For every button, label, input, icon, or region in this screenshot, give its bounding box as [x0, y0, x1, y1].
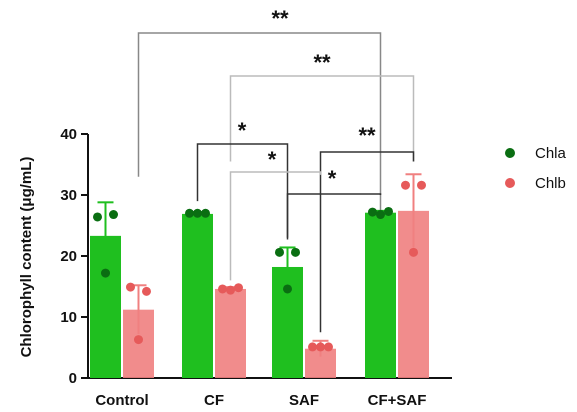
x-tick-label: Control — [95, 392, 148, 409]
data-point — [316, 342, 325, 352]
data-point — [193, 208, 202, 218]
bars — [90, 173, 429, 378]
data-point — [234, 283, 243, 293]
data-point — [134, 335, 143, 345]
significance-bracket — [229, 171, 322, 281]
data-point — [324, 342, 333, 352]
significance-label: * — [268, 147, 277, 172]
legend-marker — [505, 178, 515, 188]
bar-chla — [272, 266, 303, 378]
data-point — [201, 208, 210, 218]
data-point — [226, 285, 235, 295]
data-point — [185, 208, 194, 218]
significance-label: ** — [271, 6, 289, 31]
y-tick-label: 20 — [60, 248, 77, 265]
data-point — [384, 206, 393, 216]
data-point — [93, 212, 102, 222]
data-point — [218, 284, 227, 294]
bar-chla — [182, 213, 213, 378]
bar-chlb — [398, 210, 429, 378]
legend-marker — [505, 148, 515, 158]
data-point — [308, 342, 317, 352]
bar-chlb — [215, 288, 246, 378]
legend: Chla Chlb — [505, 145, 567, 192]
legend-label: Chlb — [535, 175, 566, 192]
y-tick-label: 10 — [60, 309, 77, 326]
significance-label: ** — [313, 50, 331, 75]
data-point — [376, 210, 385, 220]
data-point — [417, 180, 426, 190]
data-point — [401, 180, 410, 190]
data-point — [101, 268, 110, 278]
significance-brackets: ***** **** — [137, 6, 415, 333]
y-tick-label: 30 — [60, 187, 77, 204]
data-point — [142, 286, 151, 296]
bar-chla — [365, 212, 396, 378]
y-tick-label: 0 — [69, 370, 77, 387]
significance-bracket — [286, 193, 382, 240]
significance-label: ** — [358, 123, 376, 148]
data-point — [126, 282, 135, 292]
legend-label: Chla — [535, 145, 567, 162]
x-tick-label: CF+SAF — [368, 392, 427, 409]
significance-label: * — [328, 166, 337, 191]
y-tick-label: 40 — [60, 126, 77, 143]
data-point — [283, 284, 292, 294]
significance-bracket — [196, 143, 289, 238]
x-tick-label: SAF — [289, 392, 319, 409]
y-axis-title: Chlorophyll content (μg/mL) — [18, 157, 35, 358]
significance-bracket — [229, 75, 415, 162]
data-point — [275, 247, 284, 257]
x-tick-label: CF — [204, 392, 224, 409]
data-point — [109, 210, 118, 220]
significance-bracket — [319, 151, 415, 333]
bar-chla — [90, 235, 121, 378]
bar-chlb — [305, 348, 336, 378]
data-point — [409, 247, 418, 257]
significance-label: * — [238, 118, 247, 143]
data-point — [291, 247, 300, 257]
significance-bracket — [137, 32, 382, 258]
data-point — [368, 207, 377, 217]
